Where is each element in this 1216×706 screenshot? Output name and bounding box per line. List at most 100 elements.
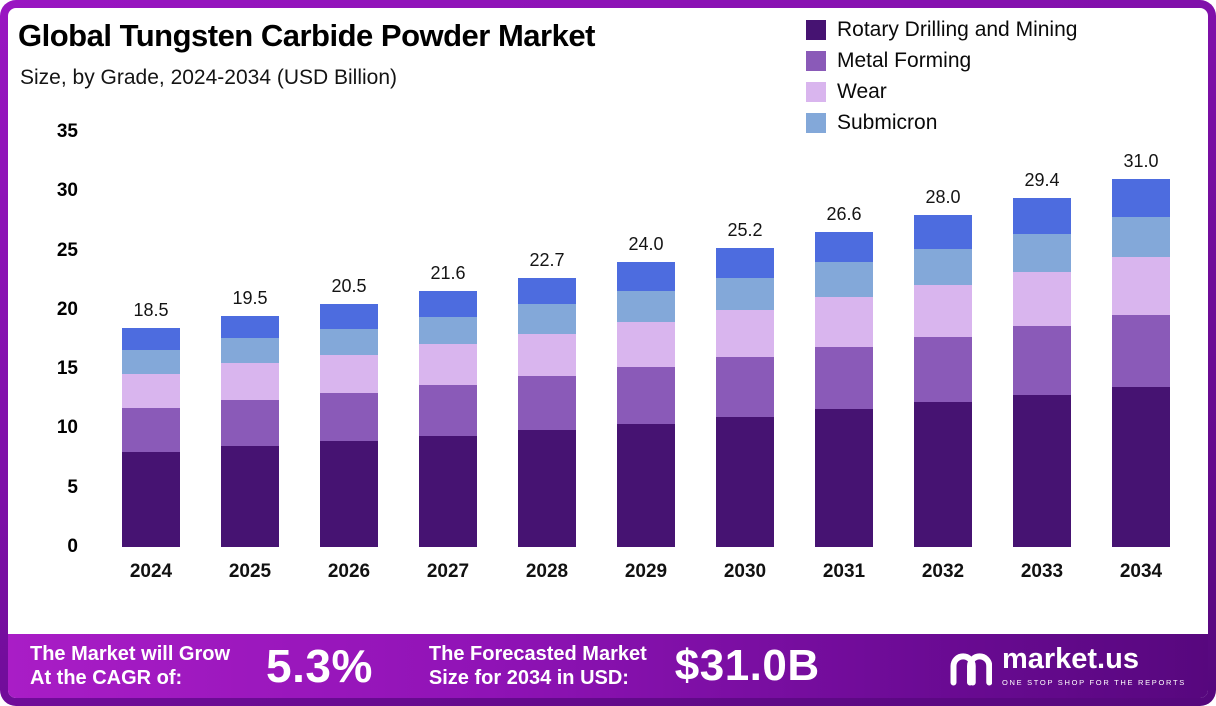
legend-item: Wear <box>806 80 1077 104</box>
footer-banner: The Market will Grow At the CAGR of: 5.3… <box>8 634 1208 698</box>
bar-stack <box>320 303 378 547</box>
bar-2032: 28.0 <box>914 187 972 547</box>
bar-2033: 29.4 <box>1013 170 1071 547</box>
bar-stack <box>914 215 972 547</box>
bar-segment-metal-forming <box>221 399 279 447</box>
legend-swatch-icon <box>806 20 826 40</box>
bar-segment-unlabeled <box>617 262 675 291</box>
bar-segment-rotary-drilling-and-mining <box>221 446 279 547</box>
bar-segment-submicron <box>617 290 675 322</box>
bar-segment-rotary-drilling-and-mining <box>914 402 972 547</box>
bar-segment-rotary-drilling-and-mining <box>1013 395 1071 547</box>
bar-total-label: 22.7 <box>529 249 565 270</box>
brand-tagline: ONE STOP SHOP FOR THE REPORTS <box>1001 678 1186 687</box>
bar-segment-rotary-drilling-and-mining <box>617 423 675 547</box>
x-axis: 2024 2025 2026 2027 2028 2029 2030 2031 2032 2033… <box>100 561 1192 583</box>
bar-segment-metal-forming <box>1112 314 1170 387</box>
bar-segment-unlabeled <box>1013 198 1071 234</box>
bar-segment-wear <box>914 284 972 338</box>
x-axis-label: 2027 <box>426 561 470 582</box>
forecast-label-line2: Size for 2034 in USD: <box>428 667 629 689</box>
legend-label: Metal Forming <box>837 49 972 72</box>
bar-total-label: 25.2 <box>727 220 763 241</box>
bar-segment-submicron <box>1112 217 1170 257</box>
bar-segment-rotary-drilling-and-mining <box>716 416 774 547</box>
legend-item: Rotary Drilling and Mining <box>806 18 1077 42</box>
cagr-label: The Market will Grow At the CAGR of: <box>30 642 230 691</box>
bar-total-label: 31.0 <box>1123 151 1159 172</box>
y-tick-label: 30 <box>56 180 78 202</box>
bar-total-label: 19.5 <box>232 287 268 308</box>
bar-2029: 24.0 <box>617 234 675 547</box>
bar-segment-wear <box>518 333 576 377</box>
bar-segment-metal-forming <box>617 366 675 424</box>
bar-2030: 25.2 <box>716 220 774 547</box>
y-tick-label: 20 <box>56 298 78 320</box>
legend-label: Rotary Drilling and Mining <box>837 18 1078 41</box>
bar-2024: 18.5 <box>122 300 180 547</box>
bar-segment-rotary-drilling-and-mining <box>518 429 576 547</box>
bar-segment-unlabeled <box>716 248 774 278</box>
bar-stack <box>518 277 576 547</box>
brand: market.us ONE STOP SHOP FOR THE REPORTS <box>948 644 1186 688</box>
x-axis-label: 2029 <box>624 561 668 582</box>
bar-segment-unlabeled <box>518 277 576 304</box>
x-axis-label: 2024 <box>129 561 173 582</box>
bar-segment-metal-forming <box>914 337 972 403</box>
brand-name: market.us <box>1001 643 1139 675</box>
bar-total-label: 28.0 <box>925 187 961 208</box>
bar-segment-metal-forming <box>518 376 576 430</box>
legend-item: Submicron <box>806 111 1077 135</box>
bar-segment-submicron <box>518 303 576 334</box>
cagr-value: 5.3% <box>266 640 373 692</box>
y-tick-label: 35 <box>56 121 78 142</box>
y-tick-label: 25 <box>56 239 78 261</box>
y-axis: 0 5 10 15 20 25 30 35 <box>8 121 88 557</box>
brand-text: market.us ONE STOP SHOP FOR THE REPORTS <box>1001 643 1186 688</box>
bar-segment-unlabeled <box>221 315 279 339</box>
legend-swatch-icon <box>806 82 826 102</box>
figure: Global Tungsten Carbide Powder Market Si… <box>8 8 1208 698</box>
x-axis-label: 2031 <box>822 561 866 582</box>
bar-segment-rotary-drilling-and-mining <box>419 435 477 547</box>
market-us-logo-icon <box>950 653 992 686</box>
bar-segment-wear <box>122 373 180 409</box>
bar-segment-unlabeled <box>914 215 972 250</box>
bar-segment-submicron <box>815 262 873 297</box>
bar-segment-submicron <box>419 316 477 345</box>
bar-segment-wear <box>320 354 378 393</box>
bar-stack <box>716 248 774 547</box>
bar-segment-submicron <box>122 350 180 374</box>
y-tick-label: 5 <box>67 476 78 498</box>
legend-swatch-icon <box>806 113 826 133</box>
bar-segment-wear <box>1112 256 1170 315</box>
bar-segment-wear <box>419 344 477 385</box>
bar-total-label: 20.5 <box>331 275 367 296</box>
bar-segment-metal-forming <box>419 384 477 436</box>
bar-segment-rotary-drilling-and-mining <box>122 452 180 547</box>
bar-segment-unlabeled <box>815 231 873 263</box>
bar-total-label: 21.6 <box>430 262 466 283</box>
bar-total-label: 24.0 <box>628 234 664 255</box>
chart-area: Global Tungsten Carbide Powder Market Si… <box>8 8 1208 634</box>
bar-segment-wear <box>716 309 774 358</box>
bar-2028: 22.7 <box>518 250 576 547</box>
y-tick-label: 10 <box>56 417 78 439</box>
legend-label: Wear <box>837 80 887 103</box>
bar-segment-submicron <box>1013 234 1071 272</box>
bar-segment-metal-forming <box>815 346 873 410</box>
bar-stack <box>419 290 477 547</box>
chart-title: Global Tungsten Carbide Powder Market <box>18 18 595 53</box>
bar-segment-metal-forming <box>716 357 774 417</box>
bar-2031: 26.6 <box>815 204 873 547</box>
bar-total-label: 29.4 <box>1024 170 1060 191</box>
bar-stack <box>221 315 279 547</box>
bar-segment-rotary-drilling-and-mining <box>320 441 378 547</box>
bar-segment-wear <box>1013 271 1071 327</box>
bar-segment-unlabeled <box>122 327 180 351</box>
bar-stack <box>617 262 675 547</box>
bar-segment-wear <box>617 321 675 367</box>
bar-2027: 21.6 <box>419 263 477 547</box>
y-tick-label: 15 <box>56 358 78 380</box>
